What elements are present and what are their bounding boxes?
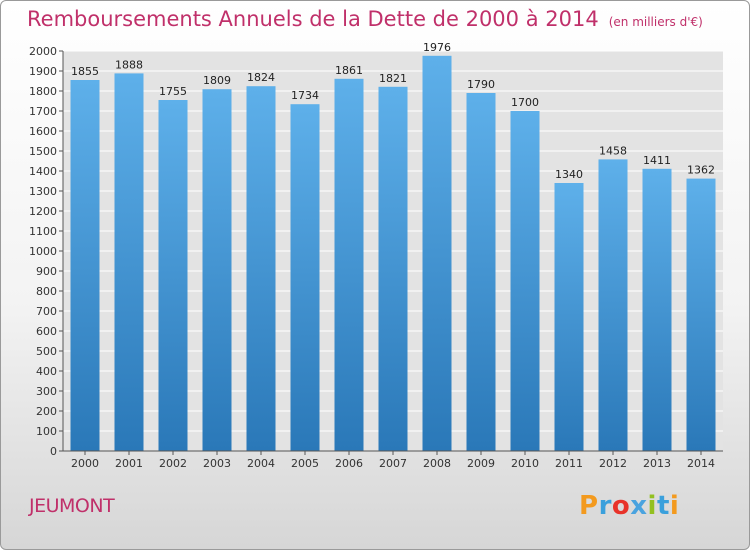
proxiti-logo: Proxiti xyxy=(579,491,679,521)
bar-2004 xyxy=(246,86,276,451)
x-tick-label-2010: 2010 xyxy=(511,457,539,470)
y-tick-label: 2000 xyxy=(29,45,57,58)
data-label-2013: 1411 xyxy=(643,154,671,167)
x-tick-label-2008: 2008 xyxy=(423,457,451,470)
bars xyxy=(70,55,716,452)
x-tick-label-2009: 2009 xyxy=(467,457,495,470)
y-tick-label: 900 xyxy=(36,265,57,278)
logo-letter: t xyxy=(656,491,670,521)
x-tick-label-2003: 2003 xyxy=(203,457,231,470)
x-tick-label-2006: 2006 xyxy=(335,457,363,470)
data-label-2009: 1790 xyxy=(467,78,495,91)
bar-2005 xyxy=(290,104,320,451)
bar-2014 xyxy=(686,178,716,451)
city-name: JEUMONT xyxy=(29,495,115,517)
bar-2007 xyxy=(378,86,408,452)
chart-title: Remboursements Annuels de la Dette de 20… xyxy=(27,7,703,31)
x-tick-label-2001: 2001 xyxy=(115,457,143,470)
data-labels: 1855 1888 1755 1809 1824 1734 1861 1821 1976 1790… xyxy=(71,41,715,181)
y-tick-label: 1100 xyxy=(29,225,57,238)
bar-2008 xyxy=(422,55,452,452)
x-axis-ticks: 2000 2001 2002 2003 2004 2005 2006 2007 2008 2009… xyxy=(71,451,715,470)
y-tick-label: 1600 xyxy=(29,125,57,138)
y-tick-label: 1500 xyxy=(29,145,57,158)
x-tick-label-2004: 2004 xyxy=(247,457,275,470)
data-label-2005: 1734 xyxy=(291,89,319,102)
logo-letter: P xyxy=(579,491,599,521)
data-label-2012: 1458 xyxy=(599,144,627,157)
x-tick-label-2014: 2014 xyxy=(687,457,715,470)
data-label-2011: 1340 xyxy=(555,168,583,181)
x-tick-label-2012: 2012 xyxy=(599,457,627,470)
data-label-2008: 1976 xyxy=(423,41,451,54)
data-label-2007: 1821 xyxy=(379,72,407,85)
y-tick-label: 500 xyxy=(36,345,57,358)
logo-letter: i xyxy=(647,491,657,521)
y-tick-label: 300 xyxy=(36,385,57,398)
y-tick-label: 200 xyxy=(36,405,57,418)
bar-2000 xyxy=(70,80,100,451)
x-tick-label-2002: 2002 xyxy=(159,457,187,470)
bar-2009 xyxy=(466,93,496,451)
x-tick-label-2000: 2000 xyxy=(71,457,99,470)
y-tick-label: 1300 xyxy=(29,185,57,198)
x-tick-label-2007: 2007 xyxy=(379,457,407,470)
data-label-2002: 1755 xyxy=(159,85,187,98)
bar-2010 xyxy=(510,111,540,451)
data-label-2000: 1855 xyxy=(71,65,99,78)
y-tick-label: 1800 xyxy=(29,85,57,98)
y-tick-label: 100 xyxy=(36,425,57,438)
bar-2002 xyxy=(158,100,188,451)
y-tick-label: 1900 xyxy=(29,65,57,78)
data-label-2006: 1861 xyxy=(335,64,363,77)
bar-2011 xyxy=(554,183,584,451)
logo-letter: x xyxy=(630,491,648,521)
data-label-2004: 1824 xyxy=(247,71,275,84)
bar-2006 xyxy=(334,78,364,452)
chart-subtitle: (en milliers d'€) xyxy=(608,15,703,29)
y-tick-label: 1000 xyxy=(29,245,57,258)
x-tick-label-2005: 2005 xyxy=(291,457,319,470)
data-label-2014: 1362 xyxy=(687,164,715,177)
y-tick-label: 400 xyxy=(36,365,57,378)
y-tick-label: 600 xyxy=(36,325,57,338)
chart-title-text: Remboursements Annuels de la Dette de 20… xyxy=(27,7,599,31)
y-tick-label: 1400 xyxy=(29,165,57,178)
bar-2001 xyxy=(114,73,144,452)
y-axis-ticks: 0 100 200 300 400 500 600 700 800 900 1000 1100 1200… xyxy=(29,45,63,458)
y-tick-label: 700 xyxy=(36,305,57,318)
logo-letter: i xyxy=(669,491,680,521)
x-tick-label-2013: 2013 xyxy=(643,457,671,470)
y-tick-label: 0 xyxy=(50,445,57,458)
y-tick-label: 800 xyxy=(36,285,57,298)
logo-letter: o xyxy=(611,491,631,521)
data-label-2003: 1809 xyxy=(203,74,231,87)
y-tick-label: 1200 xyxy=(29,205,57,218)
bar-2013 xyxy=(642,168,672,452)
data-label-2001: 1888 xyxy=(115,58,143,71)
data-label-2010: 1700 xyxy=(511,96,539,109)
logo-letter: r xyxy=(598,491,612,521)
x-tick-label-2011: 2011 xyxy=(555,457,583,470)
bar-2003 xyxy=(202,89,232,451)
bar-2012 xyxy=(598,159,628,451)
y-tick-label: 1700 xyxy=(29,105,57,118)
